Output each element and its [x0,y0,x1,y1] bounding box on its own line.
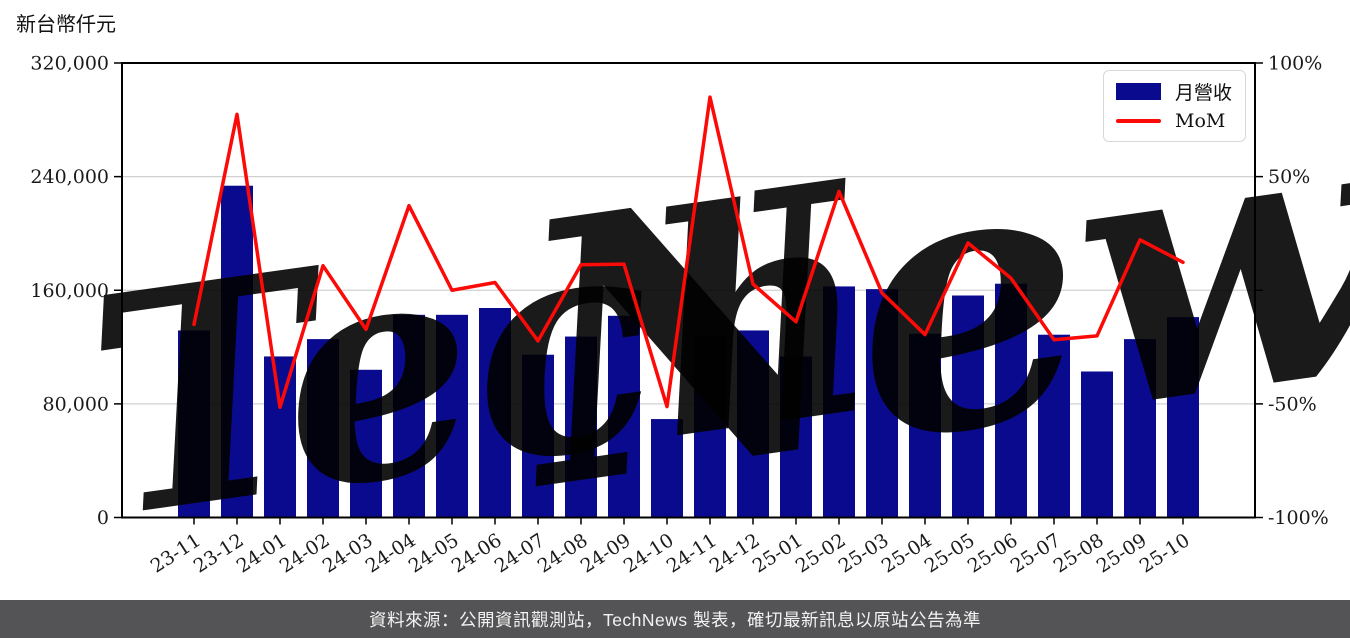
axis-title: 新台幣仟元 [16,12,116,36]
revenue-bar-24-11 [694,335,726,518]
revenue-bar-24-07 [522,354,554,518]
y-left-label: 0 [97,507,109,529]
y-right-label: 100% [1268,53,1322,75]
legend: 月營收 MoM [1103,70,1246,142]
revenue-bar-25-07 [1038,334,1070,518]
revenue-bar-25-06 [995,283,1027,518]
y-left-label: 160,000 [30,280,109,302]
revenue-bar-24-10 [651,419,683,518]
revenue-bar-23-12 [221,185,253,518]
legend-line-swatch-icon [1116,119,1161,123]
revenue-bar-24-01 [264,356,296,518]
x-label-25-10: 25-10 [1136,529,1194,577]
revenue-bar-25-10 [1167,317,1199,518]
revenue-bar-24-04 [393,314,425,518]
footer: 資料來源：公開資訊觀測站，TechNews 製表，確切最新訊息以原站公告為準 [0,600,1350,638]
y-right-label: 50% [1268,166,1310,188]
revenue-bar-25-03 [866,289,898,518]
y-right-label: 0% [1268,280,1298,302]
legend-item-mom: MoM [1116,110,1233,132]
revenue-bar-24-05 [436,314,468,518]
footer-source-text: 資料來源：公開資訊觀測站，TechNews 製表，確切最新訊息以原站公告為準 [368,609,982,630]
y-right-label: -100% [1268,507,1329,529]
revenue-bar-24-08 [565,336,597,518]
legend-label-mom: MoM [1175,110,1226,132]
revenue-bar-25-05 [952,295,984,518]
legend-label-revenue: 月營收 [1175,81,1233,104]
legend-item-revenue: 月營收 [1116,80,1233,104]
y-left-label: 320,000 [30,53,109,75]
revenue-bar-24-12 [737,330,769,518]
y-left-label: 80,000 [43,393,109,415]
legend-bar-swatch-icon [1116,82,1161,100]
revenue-bar-25-08 [1081,371,1113,518]
revenue-bar-24-06 [479,308,511,518]
revenue-bar-25-04 [909,333,941,518]
revenue-bar-24-09 [608,315,640,518]
revenue-bar-23-11 [178,330,210,518]
mom-line [192,95,1185,410]
revenue-bar-24-02 [307,339,339,518]
revenue-bar-25-09 [1124,339,1156,518]
revenue-bar-25-02 [823,286,855,518]
y-right-label: -50% [1268,393,1317,415]
revenue-bar-25-01 [780,356,812,518]
y-left-label: 240,000 [30,166,109,188]
revenue-bar-24-03 [350,369,382,518]
